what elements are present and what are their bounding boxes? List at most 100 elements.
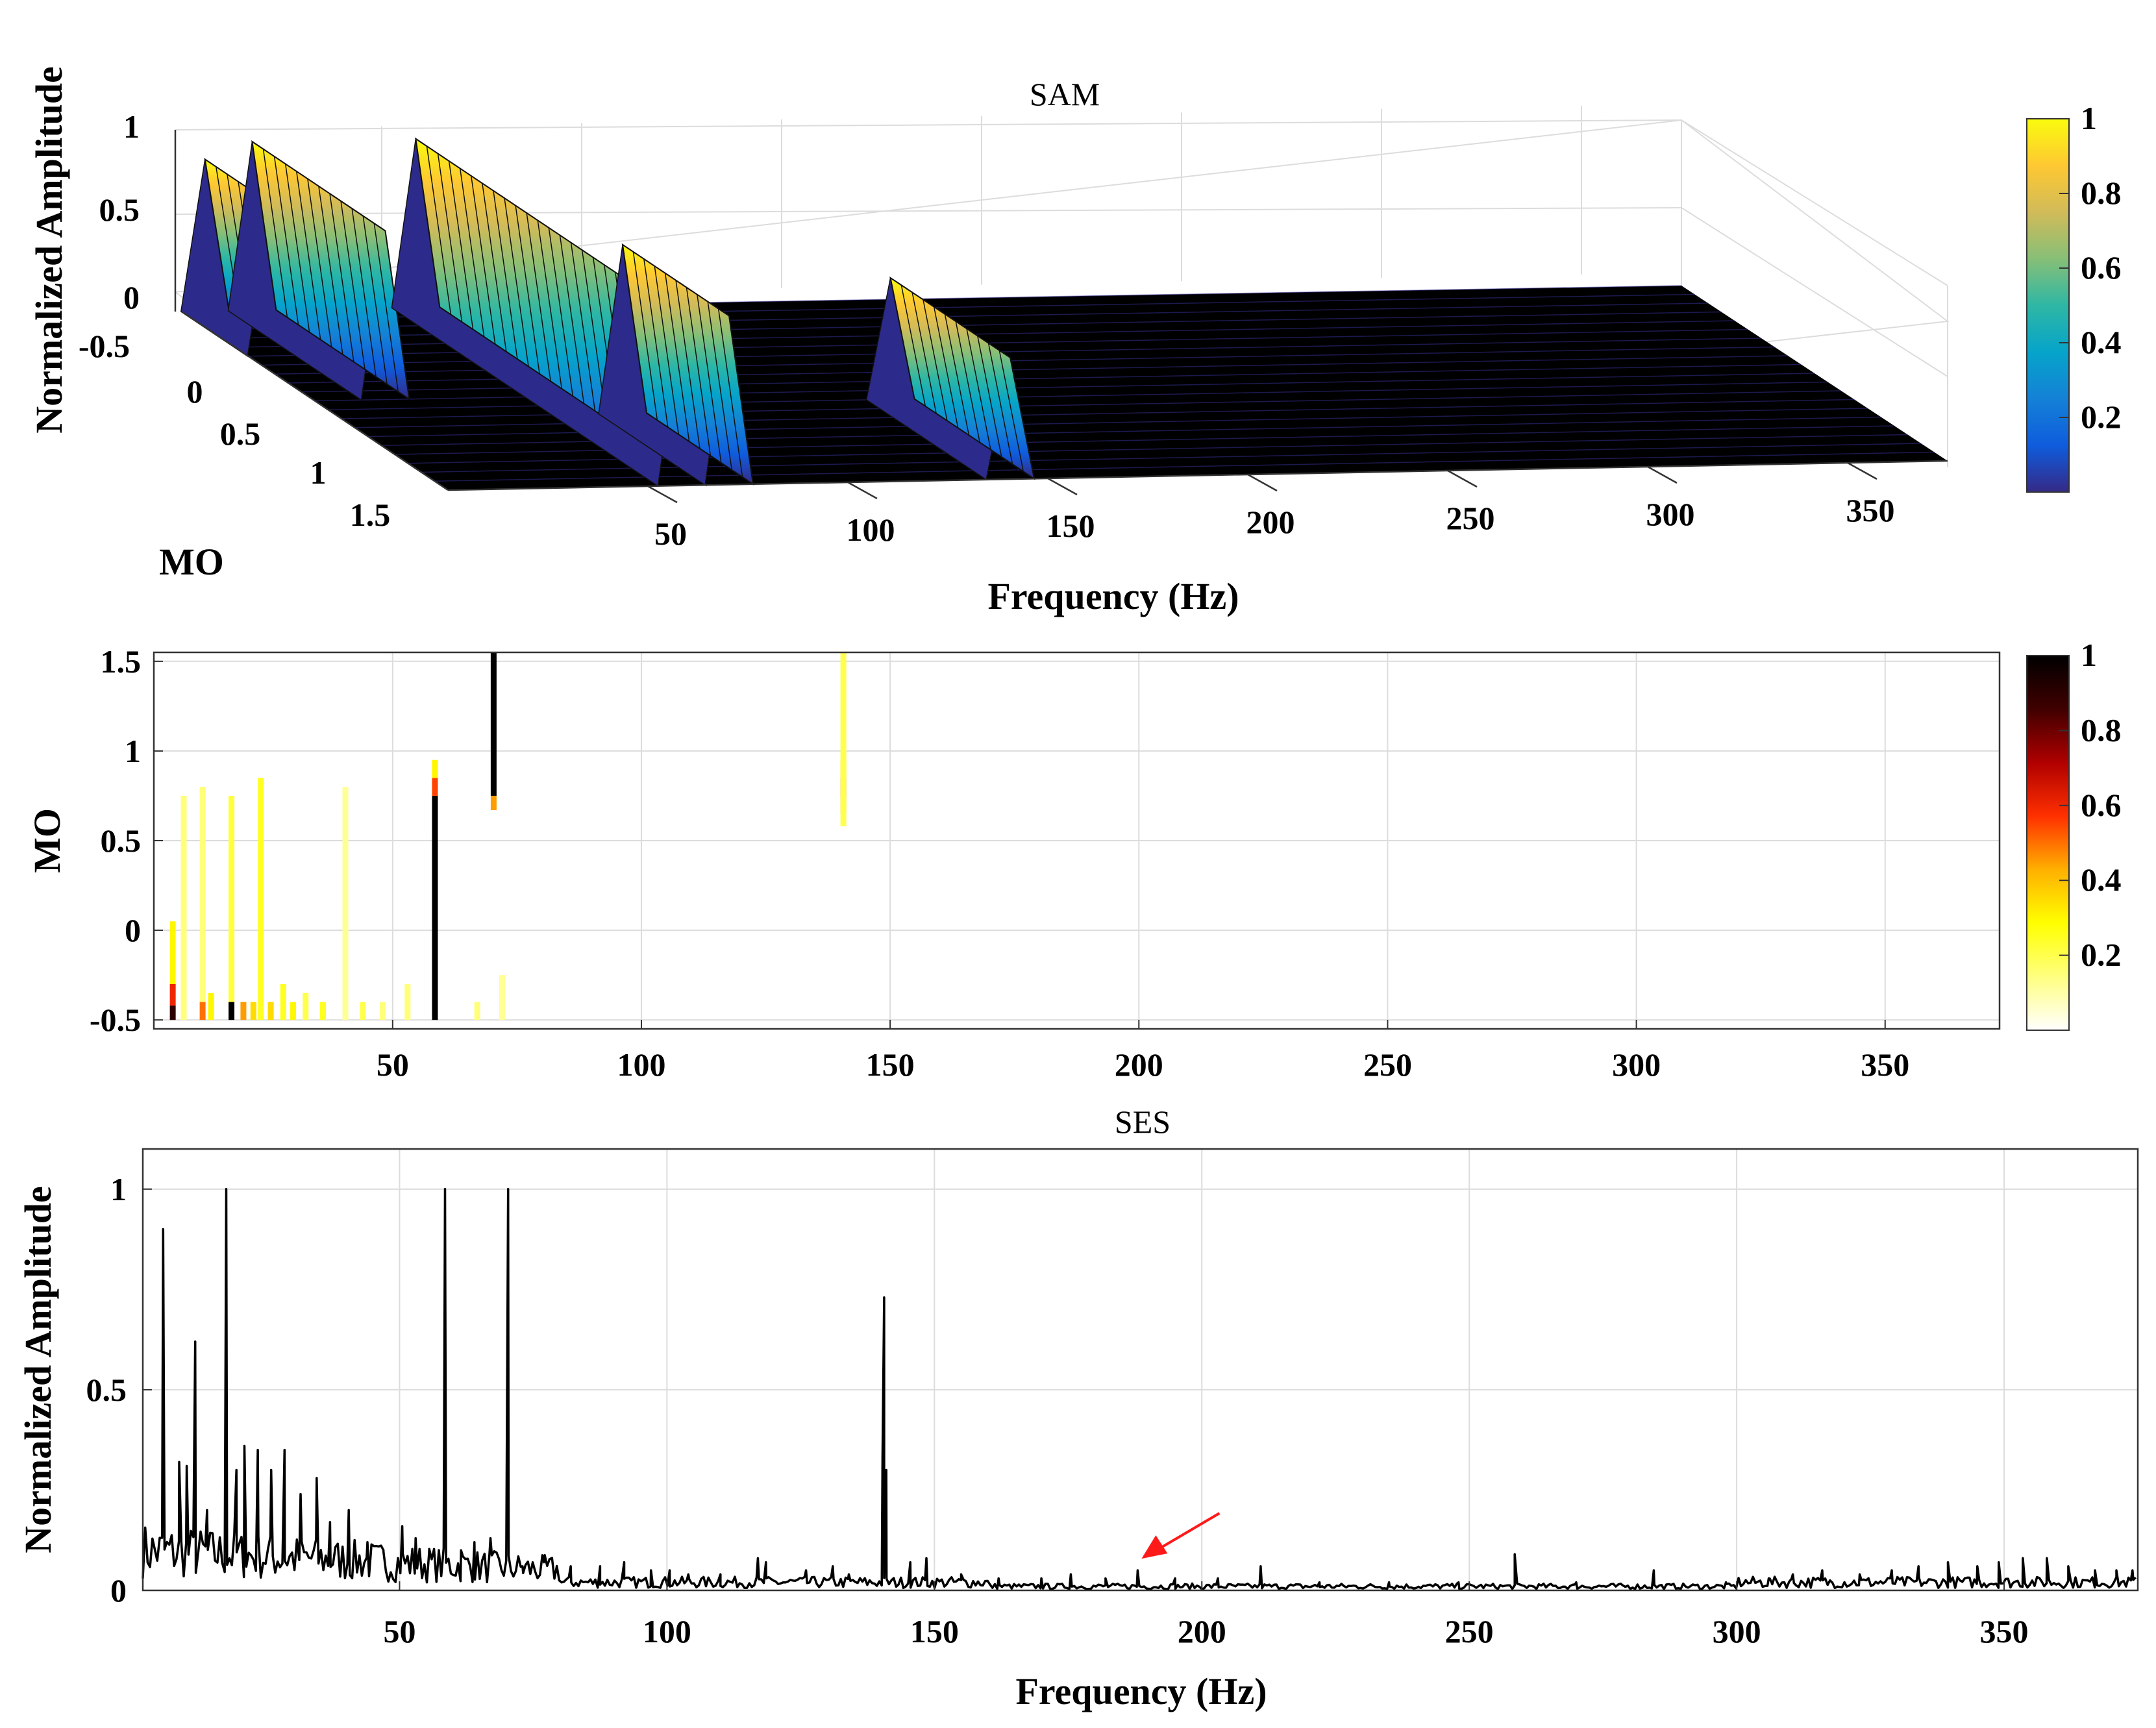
sam-x-axis xyxy=(447,460,1948,491)
sam-ridge-line xyxy=(204,159,230,311)
sam-ridge-line xyxy=(697,294,722,463)
map-cell xyxy=(380,1002,386,1020)
sam-x-tick-mark xyxy=(1447,469,1478,488)
sam-x-tick: 250 xyxy=(1446,500,1495,536)
map-colorbar-tick: 0.8 xyxy=(2081,711,2122,748)
sam-x-tick-mark xyxy=(847,481,878,500)
map-cell xyxy=(360,1002,366,1020)
sam-ridge-line xyxy=(933,306,959,428)
sam-ridge-line xyxy=(998,350,1024,472)
sam-z-tick: 0 xyxy=(123,279,140,315)
map-y-tick: -0.5 xyxy=(90,1002,141,1038)
sam-ridge-line xyxy=(955,321,980,443)
map-cell xyxy=(169,983,176,1006)
sam-ridge-line xyxy=(686,287,712,456)
sam-x-tick: 350 xyxy=(1846,492,1895,528)
ses-x-tick: 150 xyxy=(910,1613,959,1649)
sam-ridge-line xyxy=(889,277,915,399)
map-cell xyxy=(290,1002,297,1020)
sam-x-tick: 200 xyxy=(1246,504,1295,540)
sam-z-tick: 1 xyxy=(123,108,140,145)
sam-ridge-line xyxy=(643,258,669,428)
sam-colorbar-tick: 1 xyxy=(2081,100,2097,136)
sam-z-tick: -0.5 xyxy=(79,328,130,364)
sam-ridge-line xyxy=(251,142,277,310)
sam-ridge-line xyxy=(515,205,540,375)
sam-surface-line xyxy=(434,451,1935,482)
map-colorbar-tick: 1 xyxy=(2081,637,2097,673)
sam-ridge-line xyxy=(351,208,377,377)
map-cell xyxy=(490,652,497,796)
map-cell xyxy=(169,1006,176,1020)
sam-ridge-line xyxy=(944,314,970,436)
sam-colorbar-ticks: 1 0.8 0.6 0.4 0.2 xyxy=(2059,100,2122,435)
map-x-tick: 350 xyxy=(1861,1046,1909,1083)
sam-ridge-line xyxy=(675,280,700,449)
map-x-tick: 50 xyxy=(377,1046,409,1083)
sam-ridge-line xyxy=(537,220,562,389)
map-x-tick: 300 xyxy=(1612,1046,1661,1083)
sam-colorbar-tick: 0.2 xyxy=(2081,399,2122,435)
sam-ridge-line xyxy=(559,235,585,404)
ses-y-label: Normalized Amplitude xyxy=(17,1186,59,1553)
map-y-label: MO xyxy=(26,808,68,873)
sam-y-tick: 1 xyxy=(310,454,327,491)
sam-ridge-line xyxy=(329,193,354,362)
sam-gridlines xyxy=(381,105,1582,295)
sam-ridge-line xyxy=(622,244,647,413)
sam-x-tick: 100 xyxy=(847,512,895,548)
sam-x-tick-mark xyxy=(1247,473,1278,492)
sam-ridge-line xyxy=(900,285,926,406)
ses-gridlines xyxy=(143,1149,2138,1591)
sam-x-tick-mark xyxy=(1847,462,1877,480)
map-cell xyxy=(490,795,497,811)
sam-x-tick-mark xyxy=(1047,477,1078,496)
sam-ridge-line xyxy=(437,153,463,323)
map-cell xyxy=(250,1002,256,1020)
sam-ridge-line xyxy=(340,201,366,370)
sam-ridge-line xyxy=(977,336,1002,458)
sam-ridge-line xyxy=(664,273,690,442)
map-cell xyxy=(840,652,847,826)
ses-x-tick: 250 xyxy=(1445,1613,1494,1649)
map-cells xyxy=(169,652,847,1020)
sam-ridge-line xyxy=(373,223,399,392)
map-colorbar-tick: 0.4 xyxy=(2081,861,2122,898)
sam-x-ticks: 50 100 150 200 250 300 350 xyxy=(647,462,1895,552)
sam-ridge-line xyxy=(504,198,529,367)
ses-x-ticks: 50 100 150 200 250 300 350 xyxy=(383,1581,2029,1649)
ses-y-tick: 1 xyxy=(110,1171,127,1207)
map-x-tick: 100 xyxy=(617,1046,665,1083)
sam-ridge-line xyxy=(717,308,743,477)
sam-y-label: MO xyxy=(159,541,224,583)
ses-title: SES xyxy=(1115,1104,1171,1140)
sam-ridge-line xyxy=(448,160,474,330)
sam-x-tick-mark xyxy=(1647,465,1678,484)
sam-ridge-line xyxy=(707,301,732,471)
map-colorbar-ticks: 1 0.8 0.6 0.4 0.2 xyxy=(2059,637,2122,973)
ses-trace xyxy=(142,1188,2137,1590)
sam-ridge-line xyxy=(426,146,452,315)
sam-y-axis xyxy=(181,310,449,491)
ses-x-tick: 200 xyxy=(1178,1613,1226,1649)
map-cell xyxy=(199,787,206,1002)
sam-ridge-line xyxy=(728,315,754,484)
ses-x-tick: 300 xyxy=(1713,1613,1761,1649)
sam-x-label: Frequency (Hz) xyxy=(987,575,1239,617)
sam-x-tick: 50 xyxy=(654,515,687,552)
sam-surface-line xyxy=(421,443,1922,473)
sam-x-tick: 300 xyxy=(1646,496,1695,532)
sam-ridge-line xyxy=(384,230,410,399)
sam-y-tick: 1.5 xyxy=(350,497,391,533)
sam-x-tick-mark xyxy=(647,485,678,504)
map-cell xyxy=(474,1002,480,1020)
map-colorbar-tick: 0.2 xyxy=(2081,937,2122,973)
sam-ridge-line xyxy=(307,179,332,347)
map-cell xyxy=(180,795,187,1020)
ses-x-tick: 350 xyxy=(1980,1613,2029,1649)
ses-frame xyxy=(142,1148,2139,1592)
map-x-tick: 250 xyxy=(1363,1046,1412,1083)
map-cell xyxy=(404,983,411,1020)
map-y-tick: 1.5 xyxy=(101,643,142,680)
